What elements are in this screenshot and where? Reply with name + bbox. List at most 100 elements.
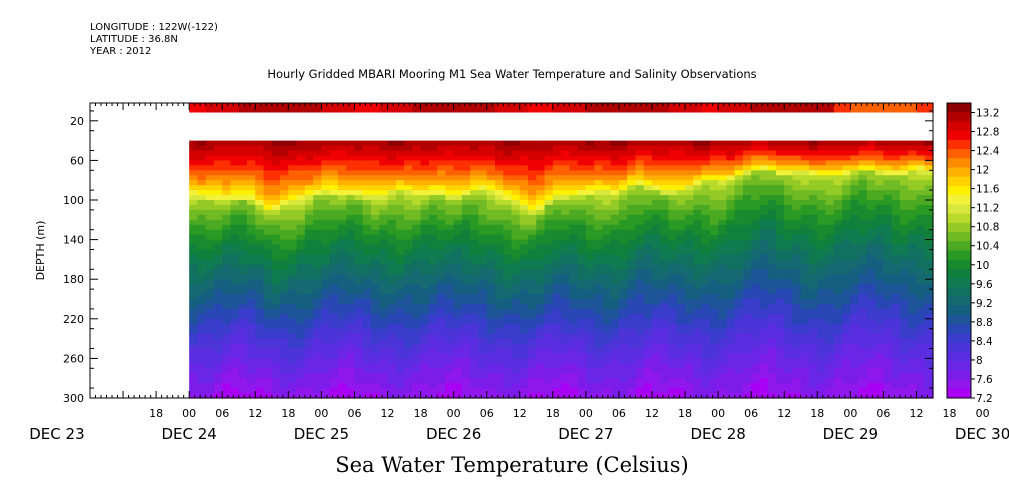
heatmap-cell	[585, 333, 595, 340]
heatmap-cell	[924, 234, 934, 241]
heatmap-cell	[412, 358, 422, 364]
heatmap-cell	[701, 338, 711, 345]
heatmap-cell	[321, 155, 331, 162]
heatmap-cell	[924, 140, 934, 147]
heatmap-cell	[685, 195, 694, 201]
heatmap-cell	[263, 219, 273, 226]
heatmap-cell	[453, 308, 463, 315]
heatmap-cell	[916, 214, 926, 221]
heatmap-cell	[668, 338, 678, 345]
heatmap-cell	[280, 155, 289, 162]
heatmap-cell	[478, 209, 488, 216]
heatmap-cell	[503, 185, 513, 191]
heatmap-cell	[833, 229, 843, 236]
heatmap-cell	[247, 165, 256, 171]
heatmap-cell	[238, 209, 248, 216]
heatmap-cell	[561, 160, 570, 166]
heatmap-cell	[544, 388, 554, 394]
heatmap-cell	[800, 170, 810, 176]
heatmap-cell	[528, 229, 537, 236]
heatmap-cell	[759, 214, 769, 221]
heatmap-cell	[734, 249, 744, 256]
heatmap-cell	[701, 249, 711, 256]
heatmap-cell	[453, 259, 463, 265]
heatmap-cell	[453, 209, 463, 216]
heatmap-cell	[594, 107, 604, 113]
heatmap-cell	[222, 259, 232, 265]
heatmap-cell	[726, 145, 736, 152]
heatmap-cell	[635, 259, 645, 265]
heatmap-cell	[420, 328, 430, 335]
heatmap-cell	[742, 378, 752, 384]
heatmap-cell	[742, 190, 752, 196]
heatmap-cell	[809, 299, 818, 305]
heatmap-cell	[767, 145, 777, 152]
heatmap-cell	[883, 269, 893, 275]
heatmap-cell	[461, 348, 471, 355]
heatmap-cell	[379, 145, 389, 152]
heatmap-cell	[337, 318, 347, 325]
heatmap-cell	[321, 333, 331, 340]
heatmap-cell	[618, 103, 628, 109]
heatmap-cell	[800, 160, 810, 166]
heatmap-cell	[304, 249, 314, 256]
heatmap-cell	[354, 209, 364, 216]
heatmap-cell	[833, 274, 843, 280]
heatmap-cell	[908, 160, 918, 166]
heatmap-cell	[346, 249, 356, 256]
heatmap-cell	[668, 368, 678, 374]
heatmap-cell	[503, 308, 513, 315]
heatmap-cell	[379, 229, 389, 236]
heatmap-cell	[222, 328, 232, 335]
heatmap-cell	[354, 393, 364, 399]
heatmap-cell	[775, 259, 785, 265]
heatmap-cell	[668, 150, 678, 157]
heatmap-cell	[337, 180, 347, 186]
heatmap-cell	[404, 363, 413, 369]
heatmap-cell	[503, 204, 513, 211]
heatmap-cell	[775, 279, 785, 285]
heatmap-cell	[395, 175, 405, 181]
heatmap-cell	[222, 160, 232, 166]
heatmap-cell	[437, 155, 446, 162]
heatmap-cell	[610, 323, 620, 330]
heatmap-cell	[511, 180, 521, 186]
heatmap-cell	[726, 150, 736, 157]
heatmap-cell	[387, 373, 397, 379]
heatmap-cell	[528, 363, 537, 369]
heatmap-cell	[635, 190, 645, 196]
heatmap-cell	[858, 313, 868, 320]
heatmap-cell	[602, 279, 612, 285]
heatmap-cell	[635, 140, 645, 147]
heatmap-cell	[577, 249, 587, 256]
heatmap-cell	[866, 190, 876, 196]
heatmap-cell	[627, 318, 637, 325]
heatmap-cell	[585, 249, 595, 256]
heatmap-cell	[263, 318, 273, 325]
heatmap-cell	[585, 269, 595, 275]
heatmap-cell	[751, 318, 761, 325]
heatmap-cell	[222, 249, 232, 256]
heatmap-cell	[561, 175, 570, 181]
heatmap-cell	[437, 358, 446, 364]
heatmap-cell	[280, 244, 289, 251]
heatmap-cell	[759, 103, 769, 109]
heatmap-cell	[189, 264, 199, 270]
heatmap-cell	[709, 160, 719, 166]
heatmap-cell	[238, 269, 248, 275]
heatmap-cell	[346, 254, 356, 261]
heatmap-cell	[437, 170, 446, 176]
heatmap-cell	[205, 244, 215, 251]
heatmap-cell	[883, 353, 893, 360]
heatmap-cell	[701, 388, 711, 394]
heatmap-cell	[701, 107, 711, 113]
heatmap-cell	[453, 393, 463, 399]
heatmap-cell	[784, 358, 794, 364]
heatmap-cell	[767, 224, 777, 231]
heatmap-cell	[222, 185, 232, 191]
heatmap-cell	[230, 254, 240, 261]
heatmap-cell	[751, 373, 761, 379]
heatmap-cell	[420, 209, 430, 216]
heatmap-cell	[304, 388, 314, 394]
heatmap-cell	[197, 358, 207, 364]
